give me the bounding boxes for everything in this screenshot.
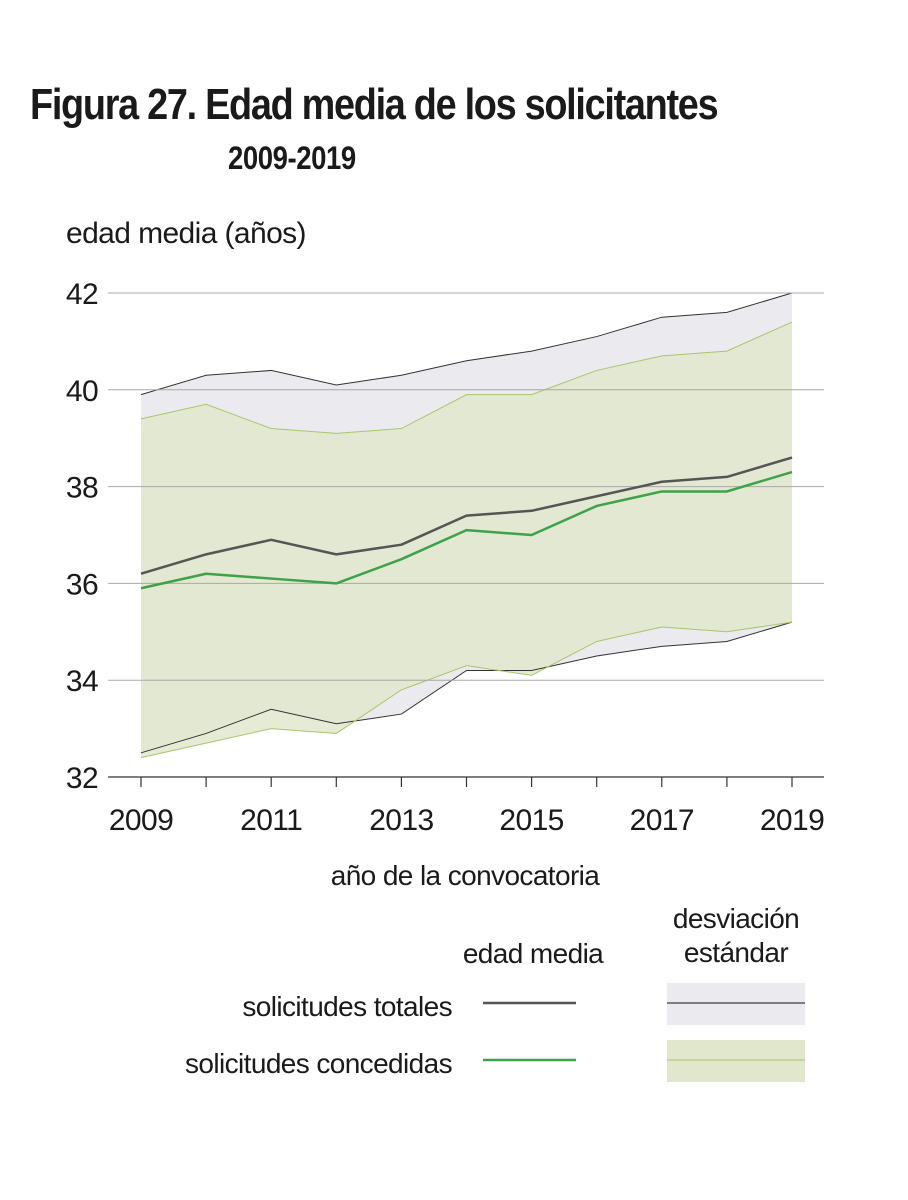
legend-header-sd-line1: desviación	[673, 903, 799, 934]
y-tick-label-42: 42	[66, 278, 98, 311]
legend-header-sd-line2: estándar	[684, 937, 788, 968]
legend-swatch-granted-sd	[667, 1040, 805, 1082]
sd-bands	[140, 292, 793, 759]
mean-line-solicitudes-totales	[140, 456, 793, 575]
legend-label-total: solicitudes totales	[242, 991, 452, 1022]
y-axis-label: edad media (años)	[66, 217, 306, 250]
sd-lower-edge-solicitudes-totales	[140, 621, 793, 754]
legend-header-mean: edad media	[463, 938, 604, 969]
legend: edad media desviación estándar solicitud…	[185, 903, 805, 1082]
y-tick-label-40: 40	[66, 375, 98, 408]
sd-upper-edge-solicitudes-concedidas	[140, 321, 793, 434]
mean-lines	[140, 456, 793, 590]
x-axis-label: año de la convocatoria	[331, 860, 601, 891]
y-tick-label-34: 34	[66, 665, 98, 698]
x-tick-label-2019: 2019	[760, 804, 824, 837]
gridlines	[108, 292, 824, 681]
x-tick-label-2011: 2011	[240, 804, 302, 837]
x-tick-label-2013: 2013	[369, 804, 433, 837]
legend-label-granted: solicitudes concedidas	[185, 1048, 452, 1079]
chart-subtitle: 2009-2019	[228, 140, 356, 176]
mean-line-solicitudes-concedidas	[140, 470, 793, 590]
y-tick-label-36: 36	[66, 568, 98, 601]
y-tick-label-38: 38	[66, 472, 98, 505]
y-tick-labels: 32 34 36 38 40 42	[66, 278, 99, 795]
x-tick-label-2015: 2015	[499, 804, 563, 837]
x-tick-labels: 2009 2011 2013 2015 2017 2019	[109, 777, 825, 837]
x-tick-label-2017: 2017	[630, 804, 694, 837]
sd-upper-edge-solicitudes-totales	[140, 292, 793, 396]
x-tick-label-2009: 2009	[109, 804, 173, 837]
chart-title: Figura 27. Edad media de los solicitante…	[30, 80, 719, 129]
y-tick-label-32: 32	[66, 762, 98, 795]
legend-swatch-total-sd	[667, 983, 805, 1025]
sd-lower-edge-solicitudes-concedidas	[140, 621, 793, 759]
